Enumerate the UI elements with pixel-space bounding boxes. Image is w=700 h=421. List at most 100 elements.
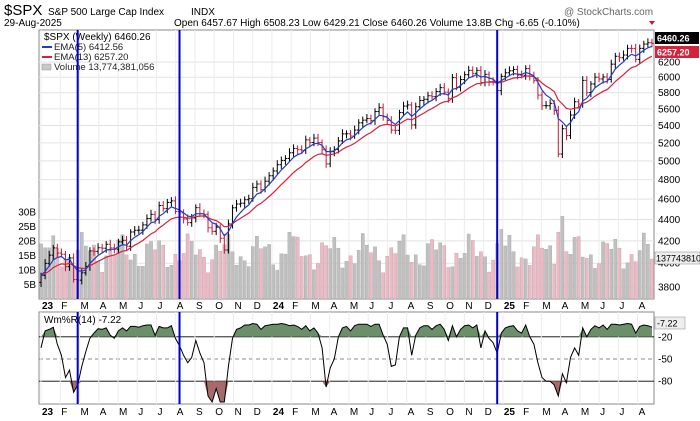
volume-bar — [454, 253, 459, 300]
volume-bar — [352, 263, 357, 300]
volume-bar — [475, 256, 479, 300]
price-panel: 3800400042004400460048005000520054005600… — [18, 29, 700, 300]
volume-bar — [344, 261, 349, 300]
volume-flag-bg — [654, 251, 700, 265]
volume-tick-label: 25B — [18, 222, 36, 233]
vertical-markers — [76, 30, 499, 404]
price-tick-label: 3800 — [658, 282, 681, 293]
volume-bar — [580, 256, 585, 300]
date-tick-label: A — [331, 301, 338, 312]
volume-bar — [426, 243, 430, 300]
volume-bar — [532, 246, 536, 300]
price-tick-label: 4600 — [658, 195, 681, 206]
volume-bar — [328, 248, 332, 300]
price-tick-label: 4800 — [658, 175, 681, 186]
volume-bar — [621, 268, 626, 300]
date-tick-label: A — [562, 407, 569, 418]
date-tick-label: S — [196, 407, 203, 418]
volume-bar — [198, 249, 202, 300]
date-tick-label: S — [196, 301, 203, 312]
volume-bar — [283, 253, 288, 300]
williams-panel: -20 -50 -80 Wm%R(14) -7.22 -7.22 — [38, 311, 686, 405]
price-tick-label: 5200 — [658, 138, 681, 149]
volume-bar — [128, 259, 133, 300]
volume-bar — [214, 244, 218, 300]
volume-bar — [589, 254, 593, 300]
volume-bar — [165, 267, 170, 300]
volume-bar — [234, 265, 239, 300]
volume-bar — [96, 261, 100, 300]
date-tick-label: A — [177, 407, 184, 418]
volume-bar — [320, 242, 324, 300]
williams-axis: -20 -50 -80 — [658, 332, 673, 387]
volume-bar — [238, 256, 243, 300]
volume-bar — [112, 254, 117, 300]
volume-bar — [507, 235, 512, 300]
volume-bar — [515, 266, 520, 300]
volume-bar — [356, 250, 361, 300]
price-tick-label: 5000 — [658, 156, 681, 167]
volume-bar — [637, 250, 642, 300]
volume-bar — [287, 232, 292, 300]
date-tick-label: 23 — [42, 407, 54, 418]
date-tick-label: N — [234, 301, 241, 312]
volume-flag: 13774381056 — [654, 251, 700, 265]
price-tick-label: 4400 — [658, 215, 681, 226]
date-tick-label: M — [581, 407, 589, 418]
volume-bar — [259, 248, 263, 300]
last-price-flag-bg — [655, 32, 699, 44]
volume-bar — [633, 261, 638, 300]
volume-bar — [194, 254, 198, 300]
date-tick-label: J — [157, 407, 162, 418]
date-tick-label: J — [388, 407, 393, 418]
volume-bar — [263, 246, 267, 300]
volume-bar — [246, 266, 251, 300]
volume-bar — [401, 234, 406, 300]
volume-bar — [242, 260, 247, 300]
date-tick-label: D — [254, 407, 261, 418]
volume-bar — [609, 249, 614, 300]
volume-bar — [418, 264, 422, 300]
volume-bar — [430, 239, 434, 300]
volume-bar — [189, 241, 194, 300]
volume-bar — [413, 254, 418, 300]
date-tick-label: M — [542, 301, 550, 312]
volume-bar — [576, 236, 581, 300]
ema13-flag-label: 6257.20 — [657, 48, 690, 58]
date-tick-label: J — [600, 407, 605, 418]
volume-bar — [47, 247, 51, 300]
date-tick-label: F — [523, 301, 529, 312]
volume-bar — [499, 229, 504, 300]
volume-bar — [181, 253, 186, 300]
volume-bar — [642, 232, 646, 300]
legend-ema13: EMA(13) 6257.20 — [54, 52, 128, 63]
date-tick-label: J — [619, 301, 624, 312]
volume-bar — [483, 256, 487, 300]
volume-bar — [434, 249, 438, 300]
volume-bar — [646, 244, 650, 300]
volume-bar — [39, 243, 43, 300]
volume-bar — [458, 258, 463, 300]
quote-line: Open 6457.67 High 6508.23 Low 6429.21 Cl… — [174, 18, 580, 29]
volume-bar — [625, 262, 630, 300]
volume-bars — [39, 216, 654, 300]
date-tick-label: A — [408, 301, 415, 312]
williams-flag-label: -7.22 — [657, 319, 678, 329]
date-tick-label: N — [465, 407, 472, 418]
volume-bar — [149, 241, 153, 300]
volume-bar — [385, 256, 390, 300]
date-tick-label: M — [581, 301, 589, 312]
volume-bar — [365, 244, 369, 300]
volume-bar — [585, 258, 589, 300]
date-tick-label: 25 — [504, 301, 516, 312]
volume-bar — [291, 236, 296, 300]
volume-bar — [650, 258, 654, 300]
volume-bar — [124, 254, 129, 300]
date-tick-label: J — [619, 407, 624, 418]
date-tick-label: J — [138, 301, 143, 312]
volume-tick-label: 15B — [18, 251, 36, 262]
ema5-line — [40, 45, 653, 276]
legend-volume-swatch — [41, 63, 52, 71]
volume-bar — [523, 258, 528, 300]
